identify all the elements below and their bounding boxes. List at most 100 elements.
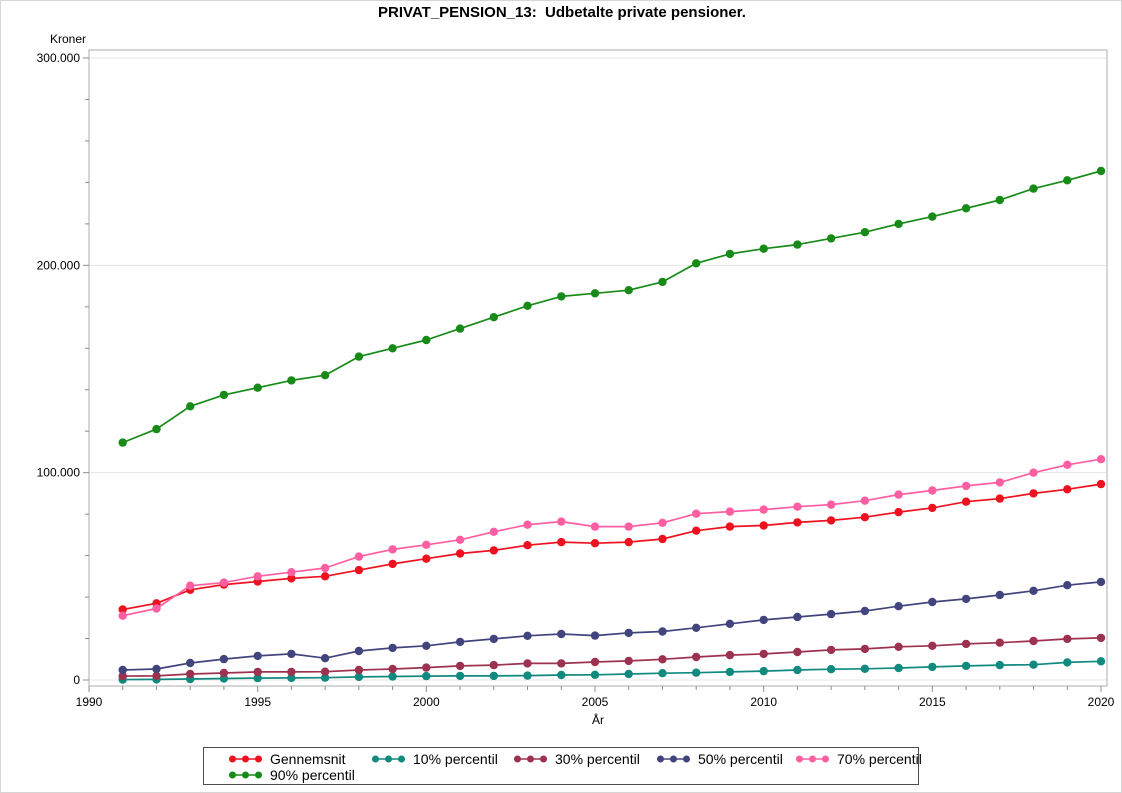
data-point-30-percentil (557, 659, 566, 668)
legend-dot (255, 771, 262, 779)
data-point-gennemsnit (523, 541, 532, 550)
data-point-gennemsnit (422, 554, 431, 563)
data-point-gennemsnit (826, 516, 836, 525)
data-point-90-percentil (253, 383, 262, 392)
data-point-70-percentil (793, 502, 802, 511)
data-point-10-percentil (1096, 657, 1106, 666)
data-point-10-percentil (489, 671, 498, 681)
data-point-30-percentil (590, 657, 600, 667)
legend-label: 50% percentil (698, 751, 783, 767)
y-tick-label: 100.000 (37, 466, 81, 480)
x-axis-title: År (592, 713, 604, 727)
data-point-gennemsnit (590, 539, 600, 548)
data-point-50-percentil (455, 637, 465, 647)
legend-label: 30% percentil (555, 751, 640, 767)
data-point-30-percentil (1029, 636, 1038, 646)
legend-dot (242, 771, 249, 779)
data-point-30-percentil (928, 641, 937, 650)
data-point-70-percentil (219, 578, 229, 587)
data-point-50-percentil (557, 629, 566, 639)
legend-item-50-percentil: 50% percentil (656, 751, 783, 767)
data-point-50-percentil (590, 631, 600, 640)
data-point-gennemsnit (928, 503, 937, 513)
data-point-70-percentil (422, 540, 431, 549)
legend-dot (683, 755, 690, 763)
data-point-90-percentil (118, 438, 127, 447)
data-point-30-percentil (219, 668, 229, 678)
data-point-70-percentil (860, 496, 870, 505)
legend-item-90-percentil: 90% percentil (228, 767, 355, 783)
data-point-90-percentil (287, 376, 296, 385)
data-point-gennemsnit (725, 522, 735, 531)
data-point-30-percentil (422, 663, 431, 672)
legend-dot (229, 771, 236, 779)
y-tick-label: 200.000 (37, 258, 81, 272)
data-point-gennemsnit (692, 526, 701, 535)
data-point-30-percentil (894, 642, 903, 651)
x-tick-label: 1990 (76, 695, 103, 709)
data-point-10-percentil (320, 673, 330, 682)
data-point-70-percentil (1096, 455, 1106, 464)
data-point-90-percentil (860, 228, 870, 237)
data-point-30-percentil (860, 644, 870, 654)
legend-marker-gennemsnit (229, 755, 262, 763)
data-point-10-percentil (961, 661, 971, 671)
data-point-30-percentil (320, 667, 330, 676)
data-point-30-percentil (658, 655, 667, 664)
legend-marker-50-percentil (657, 755, 690, 763)
data-point-90-percentil (1096, 166, 1106, 176)
data-point-90-percentil (658, 277, 667, 287)
data-point-30-percentil (725, 650, 735, 660)
legend-label: 70% percentil (837, 751, 922, 767)
data-point-gennemsnit (624, 537, 633, 547)
y-tick-label: 300.000 (37, 51, 81, 65)
data-point-70-percentil (1029, 468, 1038, 477)
legend-dot (796, 755, 803, 763)
data-point-50-percentil (928, 597, 937, 607)
legend-dot (372, 755, 379, 763)
data-point-30-percentil (287, 667, 296, 677)
data-point-70-percentil (1063, 460, 1072, 469)
legend-dot (229, 755, 236, 763)
data-point-50-percentil (658, 627, 667, 636)
data-point-90-percentil (826, 234, 836, 243)
data-point-90-percentil (455, 324, 465, 333)
data-point-30-percentil (489, 660, 498, 670)
data-point-90-percentil (320, 371, 330, 380)
data-point-90-percentil (152, 424, 161, 434)
legend-item-30-percentil: 30% percentil (513, 751, 640, 767)
legend-label: 90% percentil (270, 767, 355, 783)
data-point-10-percentil (590, 670, 600, 679)
data-point-50-percentil (152, 664, 161, 674)
data-point-10-percentil (759, 666, 768, 676)
data-point-50-percentil (624, 628, 633, 638)
series-line-50-percentil (122, 581, 1102, 671)
legend-dot (657, 755, 664, 763)
legend-dot (385, 755, 392, 763)
data-point-90-percentil (928, 212, 937, 221)
data-point-10-percentil (826, 665, 836, 674)
data-point-50-percentil (759, 615, 768, 625)
data-point-50-percentil (388, 643, 397, 653)
data-point-90-percentil (422, 335, 431, 345)
x-tick-label: 2020 (1088, 695, 1115, 709)
data-point-10-percentil (725, 667, 735, 677)
data-point-30-percentil (826, 645, 836, 655)
data-point-50-percentil (1063, 581, 1072, 590)
data-point-50-percentil (725, 619, 735, 628)
data-point-70-percentil (624, 522, 633, 531)
data-point-10-percentil (455, 671, 465, 681)
data-point-10-percentil (894, 663, 903, 673)
data-point-50-percentil (320, 654, 330, 663)
data-point-gennemsnit (658, 534, 667, 544)
data-point-50-percentil (692, 623, 701, 632)
data-point-70-percentil (118, 611, 127, 620)
data-point-30-percentil (995, 638, 1004, 647)
data-point-gennemsnit (894, 507, 903, 517)
data-point-30-percentil (186, 669, 195, 679)
plot-frame (88, 49, 1108, 687)
data-point-gennemsnit (759, 521, 768, 530)
data-point-70-percentil (894, 490, 903, 499)
data-point-90-percentil (692, 259, 701, 268)
data-point-50-percentil (860, 606, 870, 616)
